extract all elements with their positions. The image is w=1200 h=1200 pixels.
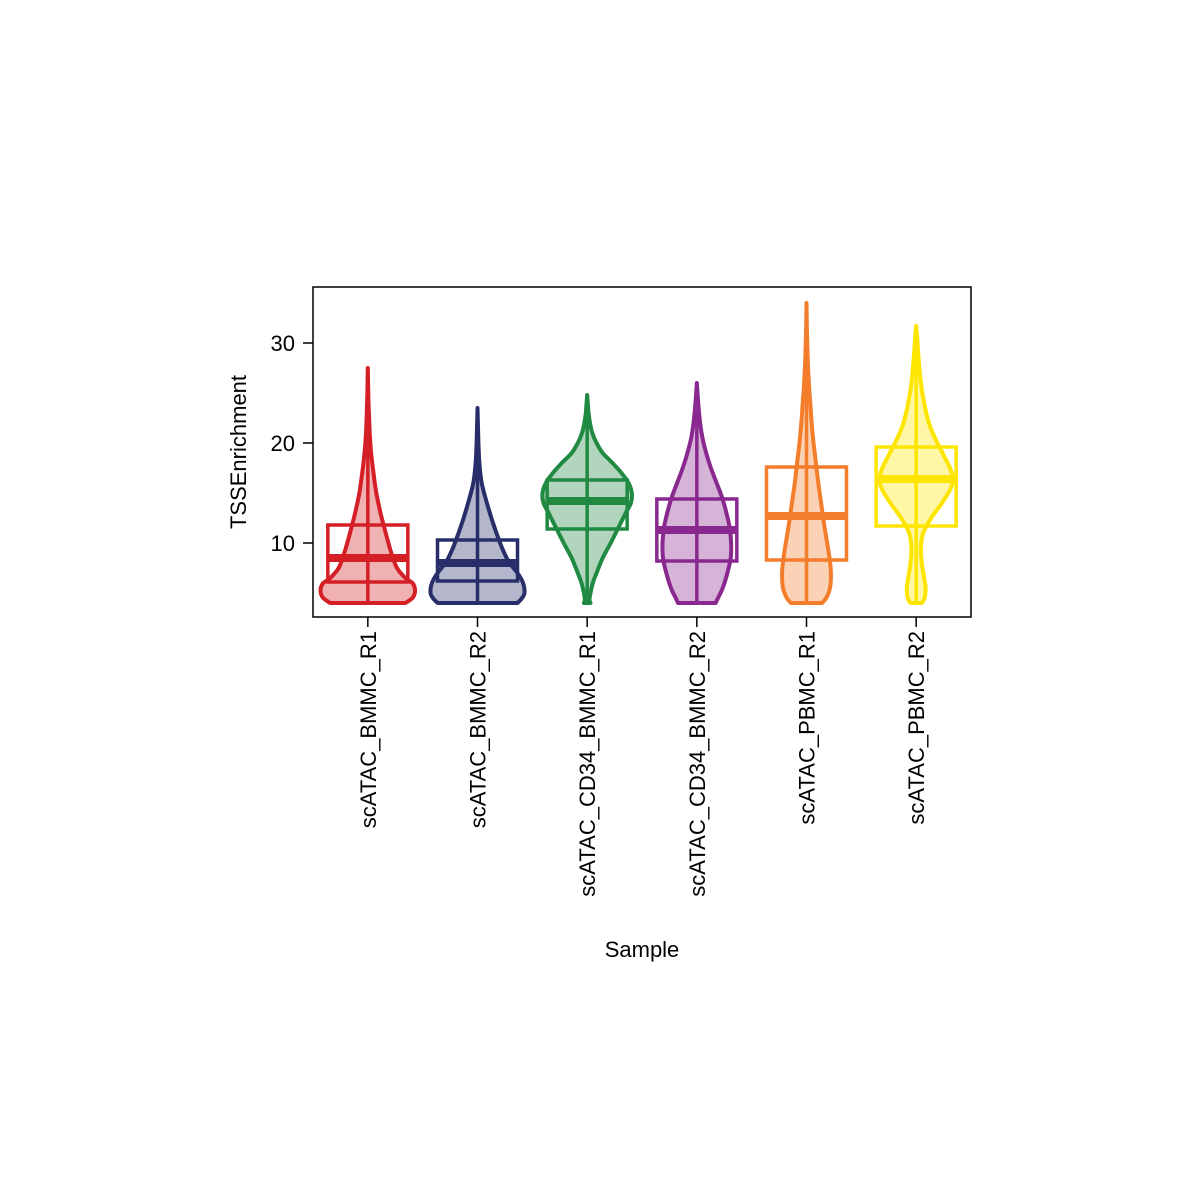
plot-marks — [318, 301, 958, 605]
x-axis: scATAC_BMMC_R1 scATAC_BMMC_R2 scATAC_CD34_… — [356, 617, 929, 897]
x-tick-label: scATAC_BMMC_R1 — [356, 631, 381, 828]
violin-group — [764, 301, 849, 605]
x-tick-label: scATAC_PBMC_R1 — [795, 631, 820, 825]
violin-group — [428, 406, 527, 605]
y-axis-title: TSSEnrichment — [226, 375, 251, 529]
x-tick-label: scATAC_CD34_BMMC_R2 — [685, 631, 710, 897]
x-axis-title: Sample — [605, 937, 680, 962]
x-tick-label: scATAC_CD34_BMMC_R1 — [575, 631, 600, 897]
box — [874, 445, 958, 528]
y-tick-label: 10 — [271, 531, 295, 556]
violin-group — [874, 324, 958, 605]
violin-group — [655, 381, 739, 605]
y-axis: 10 20 30 — [271, 331, 313, 556]
x-tick-label: scATAC_PBMC_R2 — [904, 631, 929, 825]
box — [326, 523, 410, 584]
y-tick-label: 30 — [271, 331, 295, 356]
plot-frame — [312, 286, 972, 618]
x-tick-label: scATAC_BMMC_R2 — [466, 631, 491, 828]
violin-group — [540, 393, 634, 605]
y-tick-label: 20 — [271, 431, 295, 456]
violin-group — [318, 366, 418, 605]
